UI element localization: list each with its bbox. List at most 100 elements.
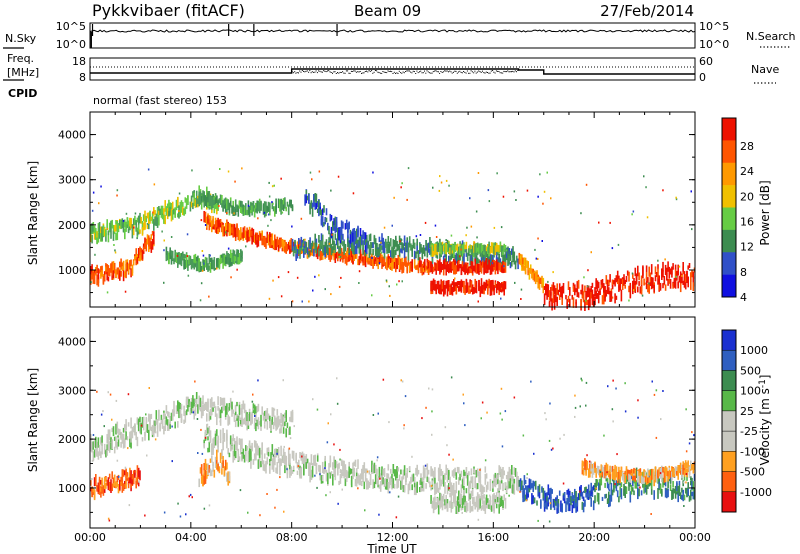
freq-label: Freq. (7, 52, 34, 65)
range-tick-label: 3000 (58, 174, 86, 187)
cpid-label: CPID (8, 87, 37, 100)
freq-tick-top: 18 (72, 55, 86, 68)
nsearch-tick-top: 10^5 (699, 20, 729, 33)
colorbar-swatch (722, 410, 736, 432)
velocity-ticks: 4000 3000 2000 1000 (58, 317, 696, 528)
velocity-ylabel: Slant Range [km] (26, 368, 40, 472)
colorbar-swatch (722, 207, 736, 231)
colorbar-swatch (722, 431, 736, 452)
velocity-band (203, 424, 519, 497)
nsky-tick-top: 10^5 (56, 20, 86, 33)
colorbar-swatch (722, 330, 736, 351)
velocity-scatter (91, 376, 695, 523)
colorbar-tick-label: -1000 (740, 486, 772, 499)
colorbar-tick-label: -25 (740, 425, 758, 438)
power-ylabel: Slant Range [km] (26, 161, 40, 265)
range-tick-label: 2000 (58, 433, 86, 446)
time-tick-label: 00:00 (679, 531, 711, 544)
colorbar-swatch (722, 390, 736, 412)
range-tick-label: 4000 (58, 129, 86, 142)
freq-unit-label: [MHz] (7, 66, 39, 79)
freq-trace (90, 66, 695, 75)
colorbar-swatch (722, 185, 736, 208)
time-tick-label: 04:00 (175, 531, 207, 544)
velocity-band (198, 449, 231, 488)
colorbar-swatch (722, 229, 736, 253)
velocity-panel: 4000 3000 2000 1000 Slant Range [km] 1000 50… (26, 316, 772, 554)
velocity-band (90, 465, 141, 501)
nsky-panel: N.Sky 10^5 10^0 10^5 10^0 N.Search (3, 20, 796, 51)
range-tick-label: 1000 (58, 482, 86, 495)
velocity-band (430, 489, 507, 515)
colorbar-tick-label: 28 (740, 140, 754, 153)
colorbar-tick-label: -100 (740, 445, 765, 458)
nsearch-tick-bottom: 10^0 (699, 38, 729, 51)
nsearch-label: N.Search (746, 30, 796, 43)
power-band (518, 252, 545, 294)
colorbar-swatch (722, 274, 736, 298)
power-band (430, 278, 507, 298)
colorbar-tick-label: 8 (740, 266, 747, 279)
colorbar-swatch (722, 350, 736, 371)
nave-tick-top: 60 (699, 55, 713, 68)
range-tick-label: 3000 (58, 384, 86, 397)
colorbar-swatch (722, 370, 736, 391)
colorbar-tick-label: 20 (740, 190, 754, 203)
time-tick-label: 08:00 (276, 531, 308, 544)
nsky-label: N.Sky (5, 32, 37, 45)
power-band (90, 230, 155, 287)
colorbar-tick-label: 25 (740, 405, 754, 418)
colorbar-tick-label: 1000 (740, 344, 768, 357)
freq-tick-bottom: 8 (79, 71, 86, 84)
colorbar-swatch (722, 162, 736, 186)
time-tick-label: 00:00 (74, 531, 106, 544)
colorbar-swatch (722, 140, 736, 164)
power-panel: 4000 3000 2000 1000 Slant Range [km] 28 24 20… (26, 111, 772, 311)
velocity-band (581, 458, 696, 487)
time-xlabel: Time UT (366, 542, 417, 554)
nsky-tick-bottom: 10^0 (56, 38, 86, 51)
time-ticks: 00:00 04:00 08:00 12:00 16:00 20:00 00:00 (74, 531, 711, 544)
colorbar-swatch (722, 491, 736, 513)
range-tick-label: 2000 (58, 219, 86, 232)
range-tick-label: 1000 (58, 264, 86, 277)
time-tick-label: 16:00 (477, 531, 509, 544)
power-ticks: 4000 3000 2000 1000 (58, 112, 696, 307)
freq-panel: Freq. [MHz] 18 8 60 0 Nave CPID (3, 52, 779, 100)
colorbar-tick-label: 100 (740, 385, 761, 398)
power-band (430, 258, 507, 276)
nsky-trace (89, 24, 696, 48)
nave-label: Nave (751, 63, 779, 76)
power-band (304, 189, 368, 255)
velocity-band (90, 392, 294, 462)
colorbar-swatch (722, 118, 736, 141)
radar-title: Pykkvibaer (fitACF) (92, 1, 245, 20)
colorbar-swatch (722, 252, 736, 275)
colorbar-swatch (722, 451, 736, 472)
power-scatter (90, 167, 693, 303)
colorbar-tick-label: 12 (740, 241, 754, 254)
colorbar-swatch (722, 471, 736, 493)
colorbar-tick-label: 500 (740, 364, 761, 377)
colorbar-tick-label: 4 (740, 291, 747, 304)
velocity-cbar-label: Velocity [m s-1] (758, 375, 772, 466)
velocity-band (518, 475, 595, 514)
power-data (90, 167, 696, 311)
nave-tick-bottom: 0 (699, 71, 706, 84)
power-colorbar: 28 24 20 16 12 8 4 (721, 117, 754, 304)
time-tick-label: 20:00 (578, 531, 610, 544)
date-title: 27/Feb/2014 (600, 2, 694, 20)
colorbar-tick-label: 16 (740, 216, 754, 229)
power-cbar-label: Power [dB] (758, 180, 772, 245)
power-band (165, 246, 243, 273)
power-band (430, 240, 507, 258)
power-band (198, 190, 294, 218)
cpid-text: normal (fast stereo) 153 (93, 94, 227, 107)
range-tick-label: 4000 (58, 335, 86, 348)
velocity-data (90, 376, 696, 523)
beam-title: Beam 09 (354, 2, 421, 20)
velocity-colorbar: 1000 500 100 25 -25 -100 -500 -1000 (721, 329, 772, 513)
power-band (543, 261, 696, 311)
colorbar-tick-label: 24 (740, 165, 754, 178)
